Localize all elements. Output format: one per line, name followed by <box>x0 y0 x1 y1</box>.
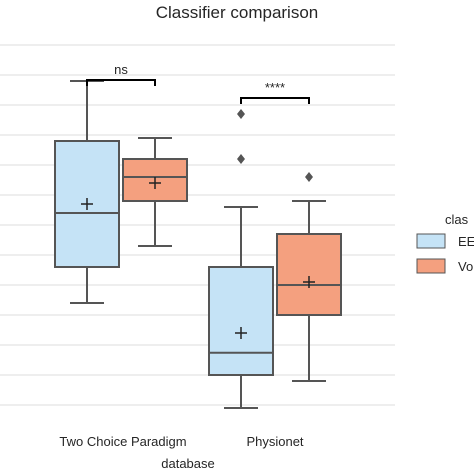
iqr-box <box>276 233 342 316</box>
box-vo-1 <box>276 172 342 382</box>
box-ee-0 <box>54 80 120 304</box>
outlier-point <box>237 154 245 164</box>
outlier-point <box>305 172 313 182</box>
outlier-point <box>237 109 245 119</box>
bracket-line <box>86 79 156 86</box>
significance-bracket: **** <box>240 80 310 104</box>
significance-label: **** <box>265 80 285 95</box>
significance-bracket: ns <box>86 62 156 86</box>
x-tick-labels: Two Choice Paradigm Physionet <box>59 434 304 449</box>
legend-entry: EE <box>458 234 474 249</box>
significance-label: ns <box>114 62 128 77</box>
legend-swatch <box>416 233 446 249</box>
x-axis-label: database <box>161 456 215 471</box>
box-ee-1 <box>208 109 274 409</box>
legend-swatch <box>416 258 446 274</box>
box-vo-0 <box>122 137 188 247</box>
legend-title: clas <box>445 212 469 227</box>
chart-title: Classifier comparison <box>156 3 319 22</box>
x-tick-label: Physionet <box>246 434 303 449</box>
legend-entry: Vo <box>458 259 473 274</box>
x-tick-label: Two Choice Paradigm <box>59 434 186 449</box>
box-series <box>54 80 342 409</box>
iqr-box <box>208 266 274 376</box>
bracket-line <box>240 97 310 104</box>
significance-annotations: ns **** <box>86 62 310 104</box>
legend: clas EE Vo <box>416 212 474 274</box>
